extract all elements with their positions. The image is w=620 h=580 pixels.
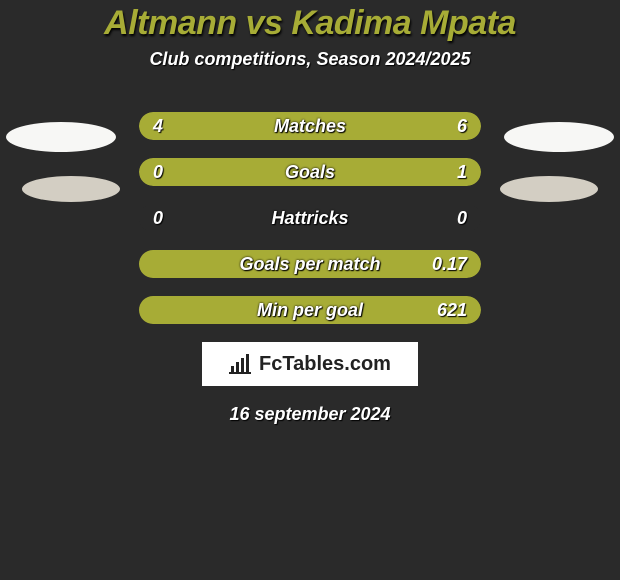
stat-label: Hattricks	[139, 204, 481, 232]
stat-bar: Goals01	[139, 158, 481, 186]
stat-row: Min per goal621	[0, 296, 620, 324]
stat-value-left: 0	[153, 204, 163, 232]
stat-bar-left-fill	[139, 112, 276, 140]
stat-bar: Hattricks0 0	[139, 204, 481, 232]
stat-row: Hattricks0 0	[0, 204, 620, 232]
bar-chart-icon	[229, 354, 253, 374]
stat-bar-right-fill	[276, 112, 481, 140]
stat-bar-right-fill	[207, 158, 481, 186]
branding-text: FcTables.com	[259, 353, 391, 376]
stat-bar-right-fill	[139, 250, 481, 278]
stat-bar: Min per goal621	[139, 296, 481, 324]
decor-ellipse-left-top	[6, 122, 116, 152]
stat-bar-right-fill	[139, 296, 481, 324]
stat-bar-left-fill	[139, 158, 207, 186]
stat-value-right: 0	[457, 204, 467, 232]
stat-bar: Matches46	[139, 112, 481, 140]
page-title: Altmann vs Kadima Mpata	[0, 4, 620, 43]
decor-ellipse-right-bottom	[500, 176, 598, 202]
stat-bar: Goals per match0.17	[139, 250, 481, 278]
page-subtitle: Club competitions, Season 2024/2025	[0, 49, 620, 70]
decor-ellipse-right-top	[504, 122, 614, 152]
decor-ellipse-left-bottom	[22, 176, 120, 202]
stat-row: Goals per match0.17	[0, 250, 620, 278]
date-text: 16 september 2024	[0, 404, 620, 425]
branding-box: FcTables.com	[202, 342, 418, 386]
